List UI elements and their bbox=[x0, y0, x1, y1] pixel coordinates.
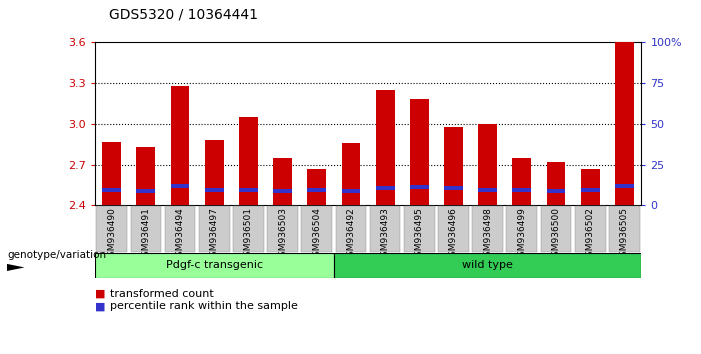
Text: GSM936500: GSM936500 bbox=[552, 207, 561, 262]
Bar bbox=[615, 184, 634, 188]
Bar bbox=[410, 99, 429, 205]
Text: GSM936499: GSM936499 bbox=[517, 207, 526, 262]
Bar bbox=[547, 162, 566, 205]
Bar bbox=[444, 186, 463, 190]
Text: GSM936504: GSM936504 bbox=[312, 207, 321, 262]
Bar bbox=[512, 188, 531, 192]
Bar bbox=[410, 185, 429, 189]
FancyBboxPatch shape bbox=[575, 206, 606, 252]
Bar bbox=[512, 158, 531, 205]
Bar bbox=[444, 127, 463, 205]
Text: GDS5320 / 10364441: GDS5320 / 10364441 bbox=[109, 7, 258, 21]
Bar bbox=[580, 188, 599, 192]
Text: GSM936494: GSM936494 bbox=[175, 207, 184, 262]
FancyBboxPatch shape bbox=[199, 206, 230, 252]
Text: GSM936502: GSM936502 bbox=[585, 207, 594, 262]
Text: GSM936505: GSM936505 bbox=[620, 207, 629, 262]
FancyBboxPatch shape bbox=[438, 206, 469, 252]
Bar bbox=[307, 169, 326, 205]
Text: genotype/variation: genotype/variation bbox=[7, 250, 106, 260]
Text: GSM936496: GSM936496 bbox=[449, 207, 458, 262]
Bar bbox=[205, 140, 224, 205]
Bar bbox=[615, 42, 634, 205]
Bar bbox=[273, 158, 292, 205]
FancyBboxPatch shape bbox=[233, 206, 264, 252]
Bar bbox=[170, 184, 189, 188]
Text: GSM936491: GSM936491 bbox=[142, 207, 151, 262]
Bar bbox=[239, 188, 258, 192]
Text: GSM936497: GSM936497 bbox=[210, 207, 219, 262]
FancyBboxPatch shape bbox=[334, 253, 641, 278]
Text: GSM936501: GSM936501 bbox=[244, 207, 253, 262]
FancyBboxPatch shape bbox=[506, 206, 537, 252]
Bar bbox=[102, 142, 121, 205]
Bar bbox=[547, 189, 566, 193]
Bar bbox=[376, 90, 395, 205]
Text: GSM936498: GSM936498 bbox=[483, 207, 492, 262]
Text: percentile rank within the sample: percentile rank within the sample bbox=[110, 301, 298, 311]
Text: transformed count: transformed count bbox=[110, 289, 214, 299]
Text: GSM936492: GSM936492 bbox=[346, 207, 355, 262]
FancyBboxPatch shape bbox=[609, 206, 640, 252]
Text: ■: ■ bbox=[95, 301, 105, 311]
Bar bbox=[170, 86, 189, 205]
Bar bbox=[341, 143, 360, 205]
Text: wild type: wild type bbox=[462, 261, 513, 270]
Bar bbox=[137, 189, 156, 193]
FancyBboxPatch shape bbox=[130, 206, 161, 252]
Bar bbox=[102, 188, 121, 192]
Bar bbox=[205, 188, 224, 192]
FancyBboxPatch shape bbox=[369, 206, 400, 252]
FancyBboxPatch shape bbox=[165, 206, 196, 252]
Text: GSM936490: GSM936490 bbox=[107, 207, 116, 262]
Bar bbox=[376, 186, 395, 190]
Bar bbox=[239, 117, 258, 205]
Bar bbox=[580, 169, 599, 205]
FancyBboxPatch shape bbox=[96, 206, 127, 252]
FancyBboxPatch shape bbox=[301, 206, 332, 252]
FancyBboxPatch shape bbox=[267, 206, 298, 252]
Text: GSM936493: GSM936493 bbox=[381, 207, 390, 262]
Text: ■: ■ bbox=[95, 289, 105, 299]
FancyBboxPatch shape bbox=[336, 206, 367, 252]
Polygon shape bbox=[7, 264, 25, 271]
Bar bbox=[478, 124, 497, 205]
Bar bbox=[341, 189, 360, 193]
Text: GSM936503: GSM936503 bbox=[278, 207, 287, 262]
FancyBboxPatch shape bbox=[95, 253, 334, 278]
Bar bbox=[137, 147, 156, 205]
Bar bbox=[307, 188, 326, 192]
Bar bbox=[273, 189, 292, 193]
FancyBboxPatch shape bbox=[540, 206, 571, 252]
Bar bbox=[478, 188, 497, 192]
Text: GSM936495: GSM936495 bbox=[415, 207, 424, 262]
Text: Pdgf-c transgenic: Pdgf-c transgenic bbox=[165, 261, 263, 270]
FancyBboxPatch shape bbox=[472, 206, 503, 252]
FancyBboxPatch shape bbox=[404, 206, 435, 252]
